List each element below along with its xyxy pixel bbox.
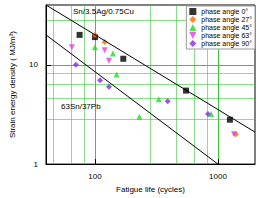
svg-text:1000: 1000 (209, 172, 227, 181)
svg-text:Sn/3.5Ag/0.75Cu: Sn/3.5Ag/0.75Cu (73, 7, 134, 16)
svg-text:100: 100 (88, 172, 102, 181)
svg-text:phase angle 0°: phase angle 0° (201, 8, 248, 16)
svg-text:phase angle 27°: phase angle 27° (201, 16, 252, 24)
svg-text:1: 1 (34, 160, 39, 169)
svg-text:phase angle 63°: phase angle 63° (201, 32, 252, 40)
svg-text:phase angle 90°: phase angle 90° (201, 40, 252, 48)
svg-text:63Sn/37Pb: 63Sn/37Pb (61, 102, 101, 111)
svg-text:Fatigue life (cycles): Fatigue life (cycles) (116, 185, 185, 194)
svg-text:phase angle 45°: phase angle 45° (201, 24, 252, 32)
svg-text:10: 10 (29, 60, 38, 69)
svg-text:Strain energy density ( MJ/m³): Strain energy density ( MJ/m³) (8, 31, 17, 138)
